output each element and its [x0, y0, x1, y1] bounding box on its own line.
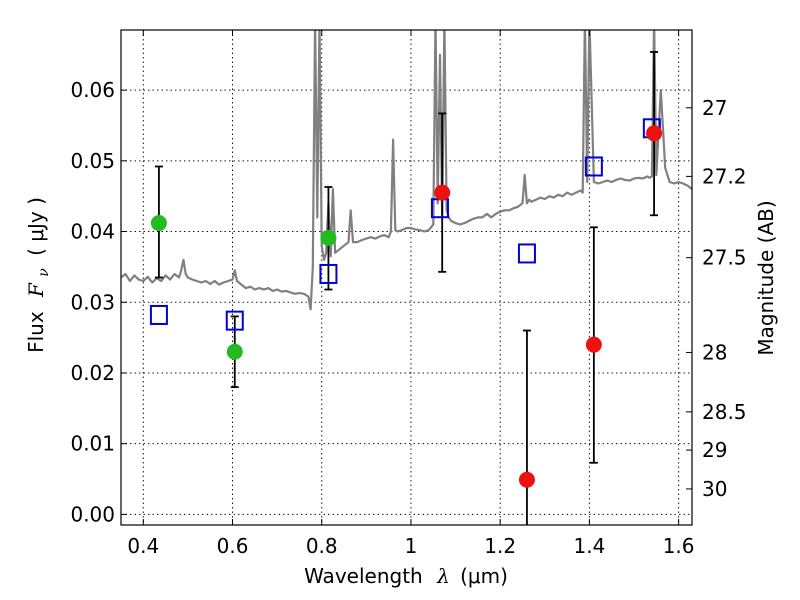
y-axis-title: Flux F ν ( μJy )	[24, 197, 53, 353]
y-axis-title-symbol: F	[24, 282, 48, 298]
magnitude-tick-label: 28	[702, 340, 727, 364]
magnitude-tick-label: 27.5	[702, 246, 747, 270]
magnitude-tick-label: 27.2	[702, 164, 747, 188]
magnitude-axis-ticks: 27 27.2 27.5 28 28.5 29 30	[686, 96, 747, 501]
y-tick-label: 0.01	[70, 432, 115, 456]
template-spectrum	[121, 30, 692, 311]
magnitude-tick-label: 27	[702, 96, 727, 120]
x-tick-label: 1	[405, 534, 418, 558]
photometry-point	[585, 336, 602, 353]
x-tick-label: 1.2	[484, 534, 516, 558]
model-flux-square	[584, 156, 603, 177]
magnitude-tick-label: 30	[702, 477, 727, 501]
model-flux-square	[225, 310, 244, 331]
photometry-point	[150, 215, 167, 232]
magnitude-axis-title: Magnitude (AB)	[754, 200, 778, 355]
photometry-point	[646, 125, 663, 142]
photometry-point	[518, 471, 535, 488]
data-markers	[149, 118, 663, 488]
x-tick-label: 0.4	[127, 534, 159, 558]
y-tick-label: 0.05	[70, 149, 115, 173]
y-tick-label: 0.03	[70, 290, 115, 314]
magnitude-tick-label: 29	[702, 438, 727, 462]
y-tick-label: 0.04	[70, 220, 115, 244]
x-tick-label: 0.6	[217, 534, 249, 558]
x-axis-title-unit: (μm)	[460, 564, 508, 588]
y-axis-title-unit: ( μJy )	[24, 197, 48, 256]
x-axis-ticks: 0.4 0.6 0.8 1 1.2 1.4 1.6	[127, 30, 695, 558]
x-tick-label: 0.8	[306, 534, 338, 558]
x-axis-title-prefix: Wavelength	[304, 564, 423, 588]
grid-lines	[121, 30, 692, 525]
photometry-point	[320, 229, 337, 246]
photometry-point	[226, 343, 243, 360]
x-tick-label: 1.4	[573, 534, 605, 558]
plot-frame	[120, 29, 693, 526]
y-axis-title-subscript: ν	[36, 268, 52, 277]
model-flux-square	[517, 243, 536, 264]
x-axis-title-symbol: λ	[436, 564, 450, 588]
y-tick-label: 0.02	[70, 361, 115, 385]
magnitude-tick-label: 28.5	[702, 400, 747, 424]
y-axis-ticks: 0.00 0.01 0.02 0.03 0.04 0.05 0.06	[70, 78, 127, 526]
y-tick-label: 0.06	[70, 78, 115, 102]
y-tick-label: 0.00	[70, 502, 115, 526]
model-flux-square	[319, 263, 338, 284]
x-tick-label: 1.6	[663, 534, 695, 558]
spectrum-line	[121, 30, 692, 311]
y-axis-title-prefix: Flux	[24, 311, 48, 353]
model-flux-square	[149, 304, 168, 325]
photometry-point	[434, 184, 451, 201]
x-axis-title: Wavelength λ (μm)	[304, 564, 508, 588]
